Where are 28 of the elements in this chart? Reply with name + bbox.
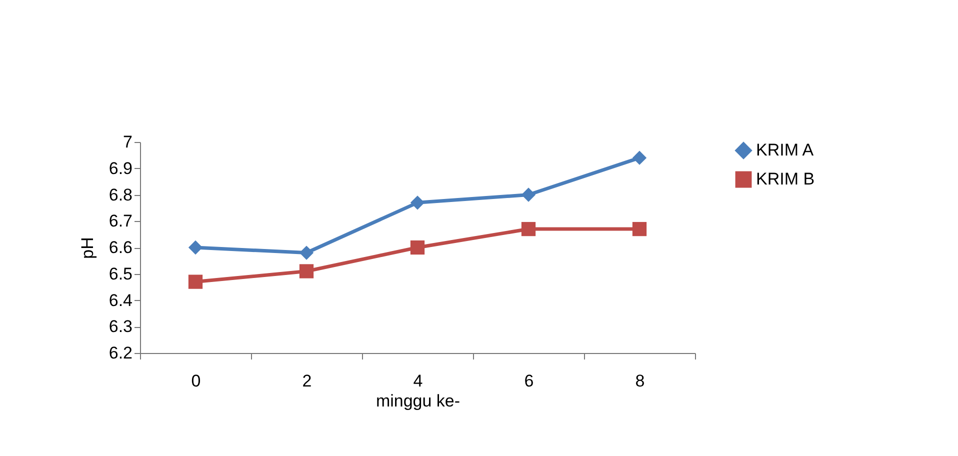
y-tick-label: 6.9 xyxy=(108,158,132,178)
x-tick-label: 0 xyxy=(191,372,201,390)
y-tick-label: 6.5 xyxy=(108,264,132,284)
y-tick-label: 7 xyxy=(123,132,132,152)
x-tick-label: 6 xyxy=(524,372,534,390)
y-tick-label: 6.2 xyxy=(108,344,132,362)
x-tick-label: 4 xyxy=(413,372,423,390)
point xyxy=(632,222,647,236)
point xyxy=(299,246,314,260)
x-axis-title: minggu ke- xyxy=(376,392,460,410)
point xyxy=(299,264,314,278)
point xyxy=(410,196,425,210)
y-tick-label: 6.7 xyxy=(108,212,132,231)
x-tick-label: 2 xyxy=(302,372,312,390)
legend-label: KRIM A xyxy=(756,140,814,160)
y-tick-label: 6.4 xyxy=(108,290,132,310)
point xyxy=(521,188,536,202)
point xyxy=(410,240,425,255)
point xyxy=(188,274,203,289)
y-tick-label: 6.8 xyxy=(108,185,132,204)
y-tick-label: 6.6 xyxy=(108,238,132,257)
point xyxy=(521,222,536,236)
y-tick-label: 6.3 xyxy=(108,317,132,336)
x-tick-label: 8 xyxy=(635,372,645,390)
point xyxy=(188,240,203,255)
y-axis-title: pH xyxy=(78,237,97,259)
legend-label: KRIM B xyxy=(756,170,815,188)
point xyxy=(632,150,647,165)
